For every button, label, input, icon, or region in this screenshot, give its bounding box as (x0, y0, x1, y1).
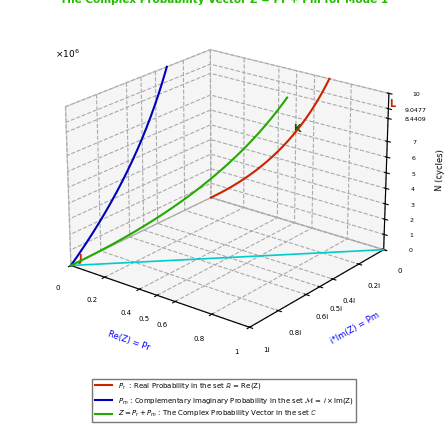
Legend: $P_r$  : Real Probability in the set $\mathbb{R}$ = Re(Z), $P_m$ : Complementary: $P_r$ : Real Probability in the set $\ma… (92, 378, 356, 422)
Text: $\times10^6$: $\times10^6$ (55, 48, 80, 60)
Title: The Complex Probability Vector Z = Pr + Pm for Mode 1: The Complex Probability Vector Z = Pr + … (60, 0, 388, 5)
X-axis label: Re(Z) = Pr: Re(Z) = Pr (107, 329, 151, 352)
Y-axis label: i*Im(Z) = Pm: i*Im(Z) = Pm (329, 311, 381, 346)
